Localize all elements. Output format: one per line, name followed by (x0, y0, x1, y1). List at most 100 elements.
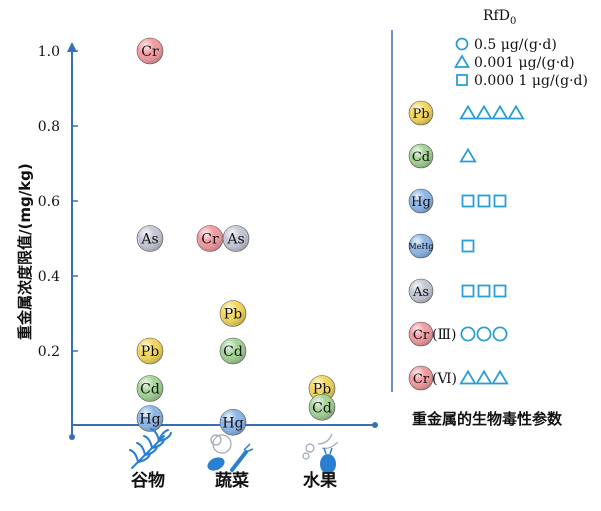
legend-ball-label: Cr (413, 372, 430, 387)
wheat-icon (129, 428, 172, 469)
legend-ball-label: Pb (412, 107, 429, 122)
triangle-marker-icon (475, 369, 493, 385)
circle-marker-icon (455, 37, 469, 51)
data-point-shine (220, 338, 246, 364)
square-marker-icon (461, 194, 475, 208)
triangle-marker-icon (459, 369, 477, 385)
triangle-marker-icon (507, 104, 525, 120)
data-point-pb: Pb (136, 337, 164, 365)
legend-ball-label: Cd (412, 150, 430, 165)
data-point-shine (309, 394, 335, 421)
category-label-fruits: 水果 (303, 471, 337, 491)
legend: RfD0 0.5 μg/(g·d) 0.001 μg/(g·d) 0.000 1 μg… (408, 8, 588, 391)
square-marker-icon (461, 239, 475, 253)
y-tick-label: 0.4 (38, 269, 60, 285)
square-marker-icon (477, 194, 491, 208)
legend-ball-label: As (412, 285, 429, 300)
category-label-grains: 谷物 (131, 471, 165, 491)
legend-row-cr: Cr (Ⅲ) (408, 321, 508, 347)
data-point-label: Cr (141, 44, 159, 60)
legend-marker-label: 0.001 μg/(g·d) (474, 55, 575, 71)
data-point-label: As (140, 232, 158, 248)
data-point-shine (137, 405, 163, 432)
y-tick-label: 0.2 (38, 344, 60, 360)
triangle-marker-icon (475, 104, 493, 120)
data-point-as: As (222, 225, 250, 252)
legend-valence-label: (Ⅲ) (432, 327, 456, 343)
data-point-label: As (226, 232, 244, 248)
data-point-pb: Pb (219, 300, 247, 327)
data-point-cd: Cd (308, 393, 336, 421)
legend-caption: 重金属的生物毒性参数 (412, 410, 563, 428)
data-point-shine (220, 409, 246, 436)
circle-marker-icon (476, 326, 492, 342)
data-point-label: Pb (224, 307, 242, 323)
legend-title: RfD0 (483, 8, 516, 27)
data-point-cd: Cd (136, 375, 164, 402)
data-point-label: Pb (313, 382, 331, 398)
data-point-label: Cd (312, 400, 332, 416)
data-point-cr: Cr (136, 37, 164, 65)
data-point-label: Hg (139, 412, 160, 428)
legend-ball-shine (409, 144, 433, 168)
data-point-shine (309, 375, 335, 402)
category-label-vegetables: 蔬菜 (215, 471, 249, 491)
triangle-marker-icon (491, 104, 509, 120)
x-axis-end-dot (372, 422, 378, 428)
y-ticks: 0.2 0.4 0.6 0.8 1.0 (38, 44, 78, 360)
legend-marker-label: 0.000 1 μg/(g·d) (474, 73, 588, 89)
data-point-label: Hg (222, 415, 243, 431)
data-point-label: Cr (201, 232, 219, 248)
legend-ball-shine (409, 234, 433, 258)
legend-row-pb: Pb (408, 100, 525, 126)
square-marker-icon (493, 194, 507, 208)
legend-row-mehg: MeHg (408, 233, 475, 259)
legend-marker-label: 0.5 μg/(g·d) (474, 37, 557, 53)
data-point-shine (137, 225, 163, 252)
square-marker-icon (461, 284, 475, 298)
data-point-label: Cd (140, 382, 160, 398)
legend-row-cd: Cd (408, 143, 477, 169)
triangle-marker-icon (459, 104, 477, 120)
legend-row-as: As (408, 278, 507, 304)
data-point-cr: Cr (196, 225, 224, 252)
data-point-shine (137, 338, 163, 364)
legend-ball-label: Hg (411, 195, 431, 210)
data-points: Cr As Pb Cd Hg Cr As Pb Cd Hg Pb Cd (136, 37, 336, 436)
data-point-shine (220, 300, 246, 327)
circle-marker-icon (492, 326, 508, 342)
data-point-hg: Hg (136, 405, 164, 432)
square-marker-icon (456, 74, 468, 86)
triangle-marker-icon (459, 147, 477, 163)
circle-marker-icon (460, 326, 476, 342)
y-axis-arrow (67, 42, 77, 52)
legend-row-hg: Hg (408, 188, 507, 214)
legend-ball-shine (409, 189, 433, 213)
data-point-as: As (136, 225, 164, 252)
legend-row-cr: Cr (Ⅵ) (408, 365, 509, 391)
square-marker-icon (493, 284, 507, 298)
legend-valence-label: (Ⅵ) (432, 371, 457, 387)
y-tick-label: 0.8 (38, 119, 60, 135)
legend-ball-label: MeHg (408, 242, 433, 251)
data-point-shine (197, 225, 223, 252)
triangle-marker-icon (453, 54, 471, 68)
data-point-shine (223, 225, 249, 252)
legend-ball-shine (409, 366, 433, 390)
data-point-cd: Cd (219, 337, 247, 365)
legend-ball-shine (409, 322, 433, 346)
legend-ball-shine (409, 279, 433, 303)
y-tick-label: 1.0 (38, 44, 60, 60)
axis-origin-dot (69, 434, 75, 440)
data-point-hg: Hg (219, 408, 247, 436)
fruits-icon (302, 433, 339, 474)
vegetables-icon (207, 434, 254, 472)
legend-ball-shine (409, 101, 433, 125)
y-axis-title: 重金属浓度限值/(mg/kg) (16, 163, 34, 340)
y-tick-label: 0.6 (38, 194, 60, 210)
data-point-label: Cd (223, 344, 243, 360)
category-icons (129, 428, 339, 474)
data-point-label: Pb (141, 344, 159, 360)
legend-title-subscript: 0 (510, 16, 516, 27)
data-point-shine (137, 375, 163, 402)
